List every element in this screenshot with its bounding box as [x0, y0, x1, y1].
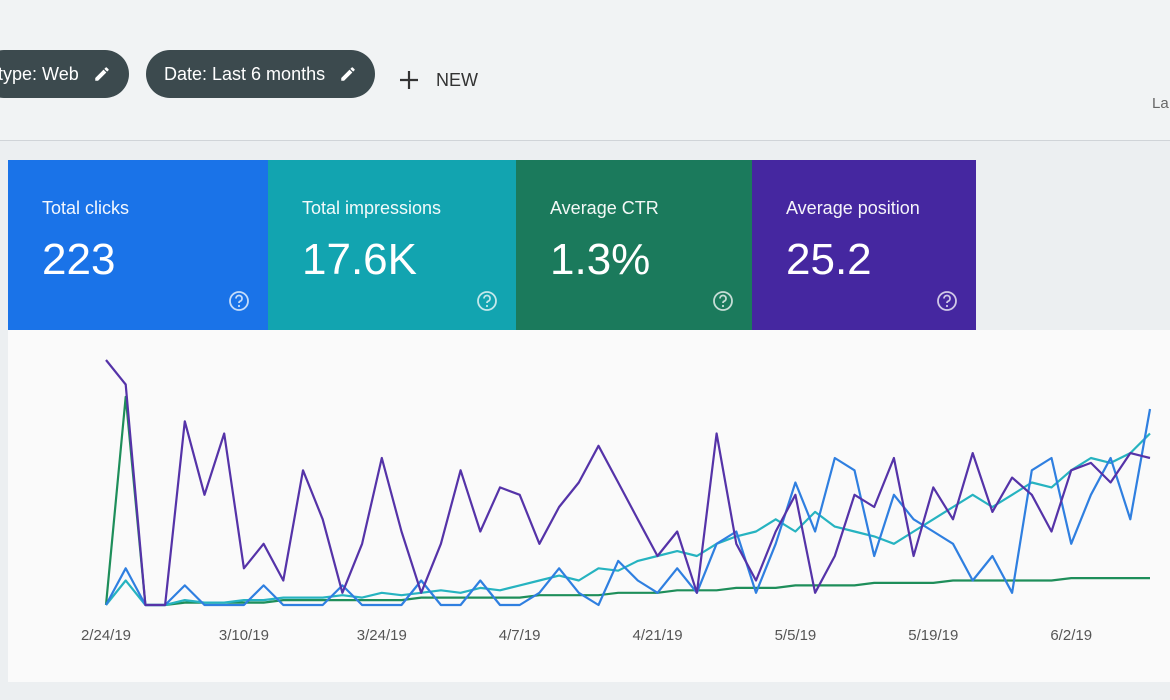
series-line [105, 408, 1152, 607]
chart: 2/24/19 3/10/19 3/24/19 4/7/19 4/21/19 5/5/19… [81, 359, 1152, 644]
metric-cards: Total clicks 223 Total impressions 17.6K Ave… [8, 160, 976, 330]
new-label: NEW [436, 69, 478, 90]
metric-value: 25.2 [786, 235, 872, 284]
series-line [105, 359, 1151, 607]
x-tick-label: 5/19/19 [908, 627, 958, 644]
x-tick-label: 3/10/19 [219, 627, 269, 644]
metric-label: Total impressions [302, 198, 442, 218]
toolbar: type: Web Date: Last 6 months NEW La [0, 0, 1170, 141]
series-line [105, 432, 1151, 607]
metric-label: Average CTR [550, 198, 659, 218]
filter-chip[interactable]: Date: Last 6 months [146, 50, 376, 98]
metric-card[interactable]: Total clicks 223 [8, 160, 268, 330]
x-tick-label: 3/24/19 [357, 627, 407, 644]
edit-icon [94, 67, 109, 81]
metric-value: 223 [42, 235, 116, 284]
new-button[interactable]: NEW [398, 60, 478, 100]
chart-panel: 2/24/19 3/10/19 3/24/19 4/7/19 4/21/19 5/5/19… [8, 330, 1170, 682]
metric-card[interactable]: Average CTR 1.3% [516, 160, 752, 330]
help-icon[interactable] [228, 290, 250, 312]
help-icon[interactable] [712, 290, 734, 312]
chip-label: Date: Last 6 months [164, 63, 326, 84]
metric-card[interactable]: Average position 25.2 [752, 160, 976, 330]
edit-icon [341, 67, 355, 81]
plus-icon [400, 71, 418, 89]
x-tick-label: 6/2/19 [1050, 627, 1092, 644]
x-tick-label: 4/21/19 [633, 627, 683, 644]
help-icon[interactable] [476, 290, 498, 312]
x-tick-label: 5/5/19 [775, 627, 817, 644]
metric-value: 1.3% [550, 235, 651, 284]
truncated-text: La [1152, 95, 1169, 112]
help-icon[interactable] [936, 290, 958, 312]
chip-label: type: Web [0, 63, 79, 84]
metric-label: Total clicks [42, 198, 130, 218]
metric-value: 17.6K [302, 235, 417, 284]
filter-chip[interactable]: type: Web [0, 50, 129, 98]
metric-label: Average position [786, 198, 920, 218]
x-tick-label: 4/7/19 [499, 627, 541, 644]
metric-card[interactable]: Total impressions 17.6K [268, 160, 516, 330]
x-tick-label: 2/24/19 [81, 627, 131, 644]
